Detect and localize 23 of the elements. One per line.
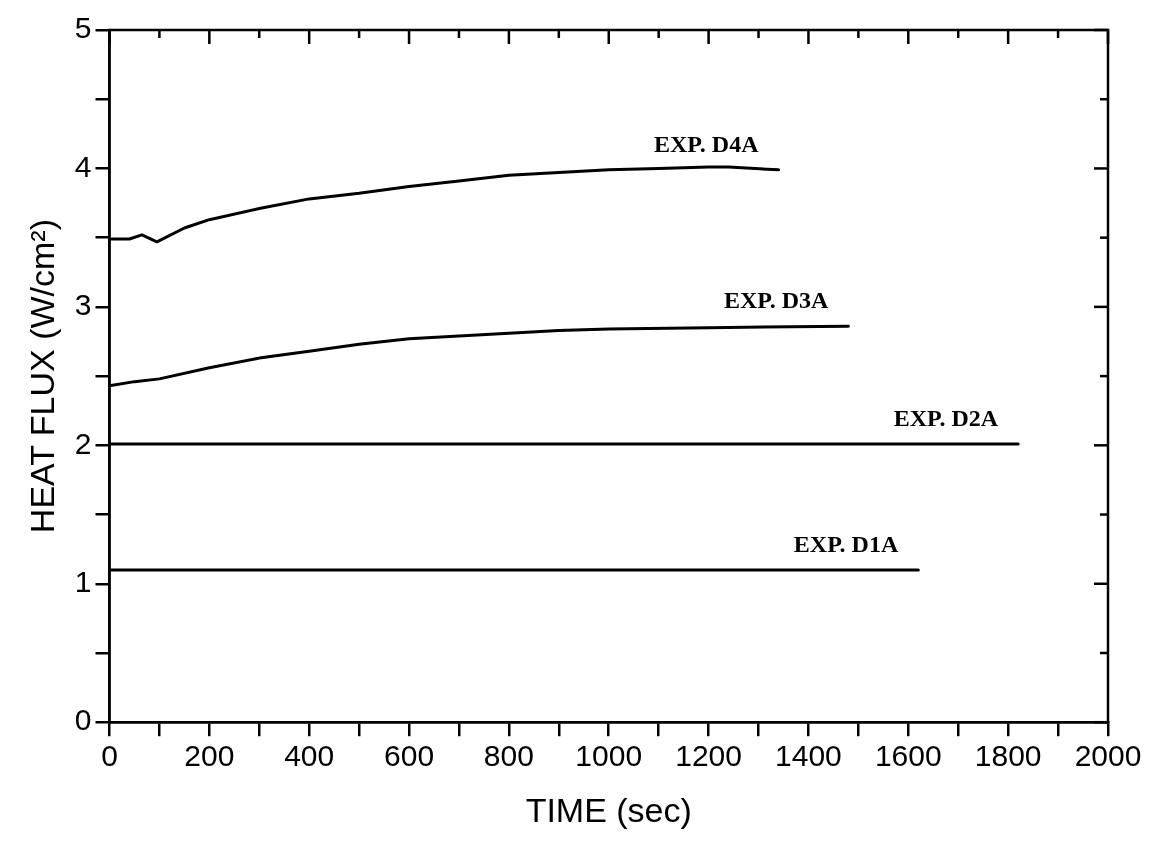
series-label: EXP. D4A (654, 131, 760, 158)
x-tick-label: 600 (384, 739, 435, 773)
y-tick-label: 2 (74, 426, 92, 460)
y-axis-title: HEAT FLUX (W/cm²) (22, 219, 61, 534)
y-tick-label: 3 (74, 288, 92, 322)
series-label: EXP. D1A (793, 531, 899, 558)
series-label: EXP. D2A (893, 405, 999, 432)
x-axis-title: TIME (sec) (525, 790, 692, 829)
y-tick-label: 5 (74, 11, 92, 45)
y-tick-label: 0 (74, 703, 92, 737)
x-tick-label: 2000 (1074, 739, 1142, 773)
x-tick-label: 0 (101, 739, 118, 773)
x-tick-label: 1200 (675, 739, 742, 773)
x-tick-label: 1800 (974, 739, 1042, 773)
x-tick-label: 1000 (575, 739, 643, 773)
x-tick-label: 400 (284, 739, 335, 773)
x-tick-label: 1400 (775, 739, 842, 773)
x-tick-label: 800 (483, 739, 534, 773)
x-tick-label: 200 (184, 739, 235, 773)
y-tick-label: 1 (74, 565, 92, 599)
x-tick-label: 1600 (874, 739, 942, 773)
y-tick-label: 4 (74, 149, 92, 183)
series-label: EXP. D3A (723, 287, 830, 314)
